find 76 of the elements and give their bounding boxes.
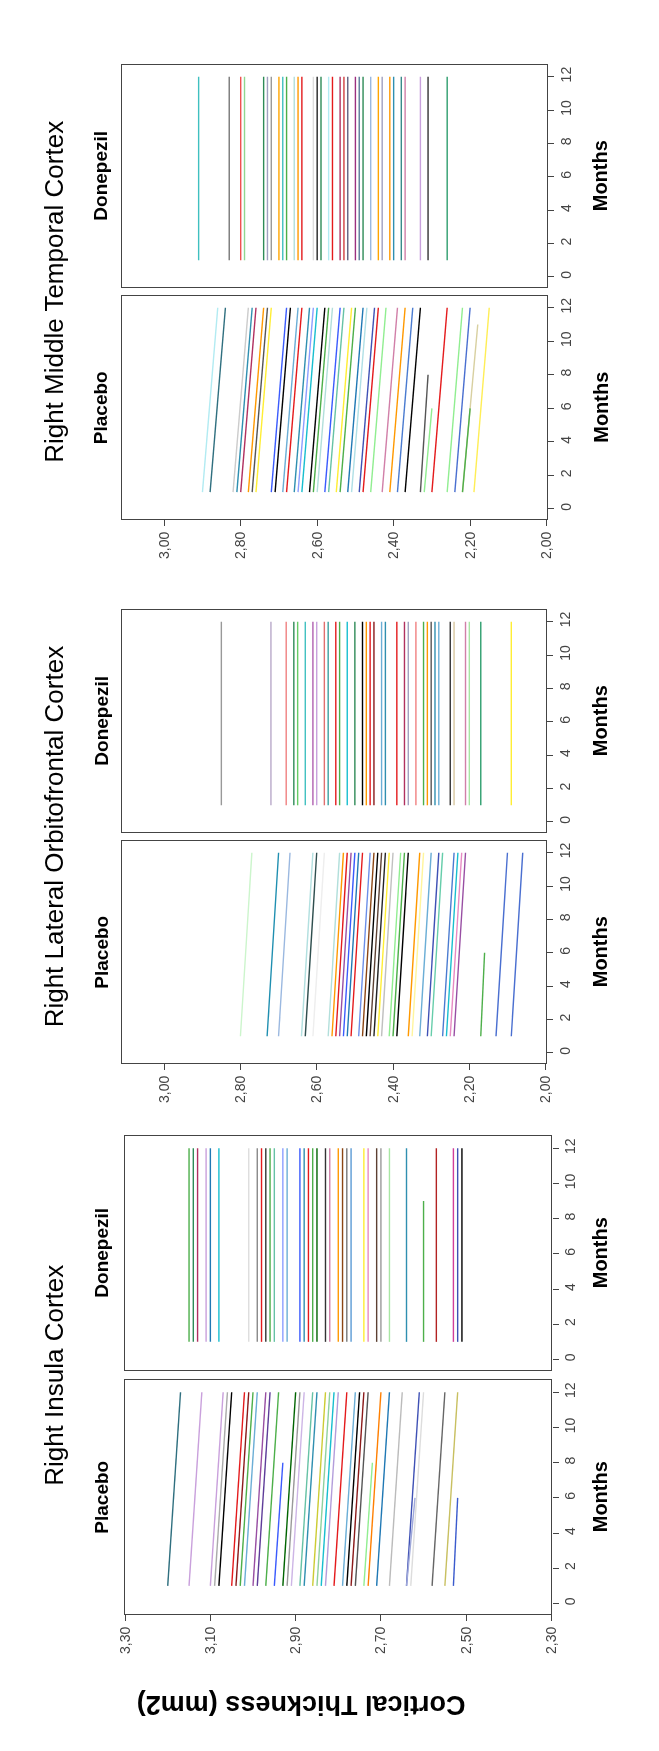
y-tick-label: 4 [557, 204, 574, 213]
y-tick-label: 10 [557, 99, 574, 116]
y-tick-label: 6 [556, 946, 573, 955]
y-tick-label: 10 [562, 1173, 579, 1190]
y-axis-title: Months [589, 371, 612, 443]
y-tick-label: 0 [556, 815, 573, 824]
x-tick-label: 2,60 [308, 1075, 325, 1103]
y-tick-label: 6 [557, 170, 574, 179]
text: Donepezil [89, 130, 111, 221]
y-tick-label: 12 [557, 66, 574, 83]
y-tick-label: 8 [562, 1456, 579, 1465]
x-tick-label: 2,70 [372, 1626, 389, 1654]
y-tick-label: 4 [562, 1282, 579, 1291]
y-axis-title: Months [589, 916, 612, 988]
y-tick-label: 0 [562, 1353, 579, 1362]
x-tick-label: 2,40 [385, 531, 402, 559]
x-tick-label: 3,00 [155, 531, 172, 559]
y-tick-label: 10 [562, 1417, 579, 1434]
y-axis-title: Months [589, 685, 612, 757]
y-tick-label: 0 [557, 502, 574, 511]
y-axis-title: Months [589, 1461, 612, 1533]
x-tick-label: 2,30 [543, 1626, 560, 1654]
text: Donepezil [90, 675, 112, 766]
y-tick-label: 6 [562, 1247, 579, 1256]
x-tick-label: 2,90 [287, 1626, 304, 1654]
y-tick-label: 8 [562, 1212, 579, 1221]
y-tick-label: 0 [562, 1597, 579, 1606]
x-tick-label: 3,30 [116, 1626, 133, 1654]
x-tick-label: 2,20 [460, 1075, 477, 1103]
y-tick-label: 0 [557, 270, 574, 279]
y-tick-label: 2 [562, 1562, 579, 1571]
y-tick-label: 8 [557, 137, 574, 146]
y-tick-label: 12 [557, 297, 574, 314]
y-tick-label: 10 [556, 644, 573, 661]
x-tick-label: 2,80 [232, 531, 249, 559]
y-tick-label: 8 [556, 682, 573, 691]
y-axis-title: Months [589, 1217, 612, 1289]
chart-title: Right Middle Temporal Cortex [38, 120, 69, 463]
y-tick-label: 4 [562, 1526, 579, 1535]
x-tick-label: 2,20 [461, 531, 478, 559]
y-tick-label: 6 [557, 402, 574, 411]
y-tick-label: 2 [557, 469, 574, 478]
y-tick-label: 10 [556, 875, 573, 892]
x-tick-label: 3,10 [201, 1626, 218, 1654]
y-tick-label: 2 [562, 1318, 579, 1327]
y-tick-label: 2 [556, 1013, 573, 1022]
x-tick-label: 2,60 [308, 531, 325, 559]
x-tick-label: 2,50 [457, 1626, 474, 1654]
x-tick-label: 2,80 [231, 1075, 248, 1103]
chart-title: Right Lateral Orbitofrontal Cortex [39, 645, 70, 1028]
y-tick-label: 8 [557, 368, 574, 377]
y-tick-label: 12 [556, 611, 573, 628]
chart-title: Right Insula Cortex [38, 1264, 69, 1486]
y-tick-label: 4 [556, 749, 573, 758]
x-axis-title: Cortical Thickness (mm2) [136, 1690, 466, 1720]
y-tick-label: 0 [556, 1046, 573, 1055]
text: Placebo [90, 915, 112, 989]
x-tick-label: 3,00 [155, 1075, 172, 1103]
text: Placebo [90, 1460, 112, 1534]
y-tick-label: 12 [562, 1382, 579, 1399]
y-tick-label: 6 [562, 1491, 579, 1500]
y-tick-label: 8 [556, 913, 573, 922]
y-tick-label: 4 [557, 435, 574, 444]
y-tick-label: 12 [556, 842, 573, 859]
y-tick-label: 2 [556, 782, 573, 791]
y-tick-label: 4 [556, 980, 573, 989]
x-tick-label: 2,00 [537, 1075, 554, 1103]
y-axis-title: Months [589, 140, 612, 212]
text: Placebo [90, 371, 112, 445]
y-tick-label: 2 [557, 237, 574, 246]
text: Donepezil [90, 1207, 112, 1298]
x-tick-label: 2,40 [384, 1075, 401, 1103]
y-tick-label: 6 [556, 715, 573, 724]
x-tick-label: 2,00 [538, 531, 555, 559]
y-tick-label: 10 [557, 331, 574, 347]
y-tick-label: 12 [562, 1138, 579, 1155]
